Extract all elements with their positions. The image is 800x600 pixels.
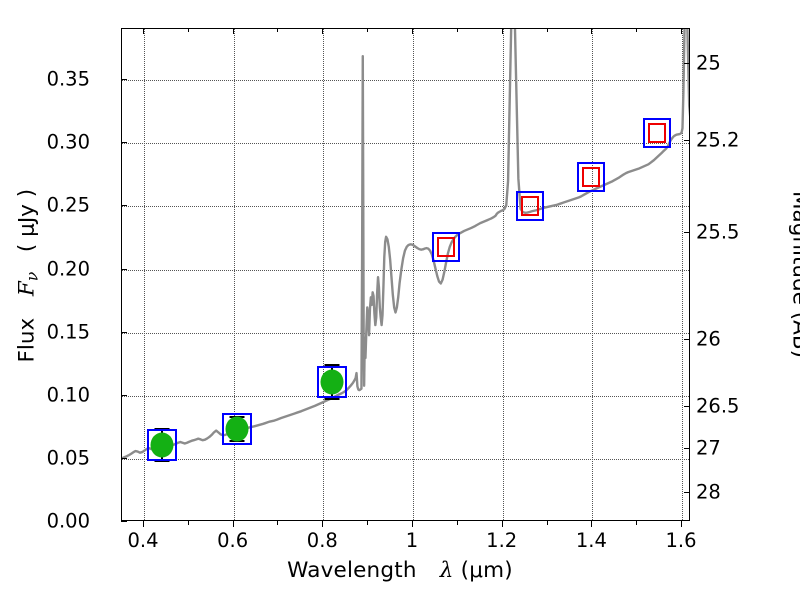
tick-y-0 xyxy=(121,521,127,522)
tick-x-minor-top-0 xyxy=(187,28,189,32)
y-right-tick-label-3: 26 xyxy=(696,327,721,351)
observed-flux-marker-3[interactable] xyxy=(436,237,455,258)
tick-x-minor-3 xyxy=(456,521,458,525)
tick-y-right-4 xyxy=(684,405,690,407)
observed-flux-marker-2[interactable] xyxy=(320,369,344,395)
errorbar-cap-2-lower xyxy=(324,397,340,400)
y-axis-title: Flux Fν ( μJy ) xyxy=(14,36,41,516)
tick-y-2 xyxy=(121,394,127,396)
y-right-tick-label-6: 28 xyxy=(696,480,721,504)
tick-x-minor-4 xyxy=(546,521,548,525)
tick-x-minor-top-4 xyxy=(546,28,548,32)
y-tick-label-2: 0.10 xyxy=(46,383,90,407)
y-right-tick-label-1: 25.2 xyxy=(696,128,740,152)
model-flux-marker-1[interactable] xyxy=(222,412,253,445)
tick-x-top-5 xyxy=(591,28,593,34)
y-tick-label-0: 0.00 xyxy=(46,509,90,533)
x-tick-label-1: 0.6 xyxy=(217,529,249,552)
y-axis-unit: ( μJy ) xyxy=(14,188,40,253)
tick-x-5 xyxy=(591,521,593,527)
tick-y-7 xyxy=(121,79,127,81)
tick-y-6 xyxy=(121,142,127,144)
observed-flux-marker-4[interactable] xyxy=(521,196,540,217)
spectrum-curve xyxy=(122,29,689,460)
tick-y-right-2 xyxy=(684,231,690,233)
nu-subscript: ν xyxy=(23,271,42,282)
tick-x-4 xyxy=(501,521,503,527)
tick-y-4 xyxy=(121,268,127,270)
y-tick-label-6: 0.30 xyxy=(46,130,90,154)
tick-x-2 xyxy=(322,521,324,527)
tick-x-minor-top-1 xyxy=(277,28,279,32)
model-flux-marker-6[interactable] xyxy=(643,118,672,149)
tick-y-right-3 xyxy=(684,338,690,340)
tick-x-top-3 xyxy=(412,28,413,34)
y-tick-label-3: 0.15 xyxy=(46,320,90,344)
tick-x-1 xyxy=(232,521,234,527)
observed-flux-marker-0[interactable] xyxy=(150,432,174,458)
observed-flux-marker-5[interactable] xyxy=(582,167,601,188)
tick-x-top-6 xyxy=(681,28,683,34)
x-tick-label-5: 1.4 xyxy=(575,529,607,552)
tick-x-top-1 xyxy=(232,28,234,34)
tick-x-3 xyxy=(412,521,413,527)
errorbar-cap-2-upper xyxy=(324,363,340,366)
x-axis-title: Wavelength λ (μm) xyxy=(0,558,800,583)
x-tick-label-3: 1 xyxy=(405,529,419,552)
x-tick-label-6: 1.6 xyxy=(665,529,697,552)
y-axis-title-text: Flux xyxy=(14,317,40,363)
tick-y-1 xyxy=(121,457,127,459)
tick-x-minor-top-3 xyxy=(456,28,458,32)
x-tick-label-2: 0.8 xyxy=(306,529,338,552)
x-tick-label-4: 1.2 xyxy=(486,529,518,552)
tick-x-minor-0 xyxy=(187,521,189,525)
tick-y-right-1 xyxy=(684,139,690,141)
tick-x-top-2 xyxy=(322,28,324,34)
observed-flux-marker-1[interactable] xyxy=(225,416,249,442)
y-tick-label-7: 0.35 xyxy=(46,67,90,91)
observed-flux-marker-6[interactable] xyxy=(648,123,667,144)
tick-x-minor-1 xyxy=(277,521,279,525)
model-flux-marker-0[interactable] xyxy=(146,429,177,461)
plot-area xyxy=(121,28,690,521)
y-tick-label-5: 0.25 xyxy=(46,193,90,217)
y-right-tick-label-0: 25 xyxy=(696,51,721,75)
tick-y-right-6 xyxy=(684,492,690,494)
flux-symbol: F xyxy=(14,281,40,297)
y-right-tick-label-5: 27 xyxy=(696,436,721,460)
tick-x-minor-top-2 xyxy=(367,28,369,32)
y-axis-right-title: Magnitude (AB) xyxy=(787,191,800,358)
tick-x-top-4 xyxy=(501,28,503,34)
x-tick-label-0: 0.4 xyxy=(127,529,159,552)
tick-x-6 xyxy=(681,521,683,527)
y-right-tick-label-4: 26.5 xyxy=(696,394,740,418)
tick-x-0 xyxy=(142,521,144,527)
model-flux-marker-5[interactable] xyxy=(577,162,606,193)
model-flux-marker-4[interactable] xyxy=(516,191,545,222)
tick-x-minor-5 xyxy=(636,521,638,525)
y-right-tick-label-2: 25.5 xyxy=(696,220,740,244)
lambda-symbol: λ xyxy=(439,558,454,583)
tick-y-right-5 xyxy=(684,448,690,450)
tick-x-minor-top-5 xyxy=(636,28,638,32)
x-axis-unit: (μm) xyxy=(460,558,513,583)
tick-y-3 xyxy=(121,331,127,333)
y-tick-label-1: 0.05 xyxy=(46,446,90,470)
tick-x-top-0 xyxy=(142,28,144,34)
model-flux-marker-2[interactable] xyxy=(317,365,348,398)
x-axis-title-text: Wavelength xyxy=(287,558,417,583)
tick-x-minor-2 xyxy=(367,521,369,525)
tick-y-right-0 xyxy=(684,62,690,64)
tick-y-5 xyxy=(121,205,127,207)
y-tick-label-4: 0.20 xyxy=(46,257,90,281)
model-flux-marker-3[interactable] xyxy=(431,232,460,263)
